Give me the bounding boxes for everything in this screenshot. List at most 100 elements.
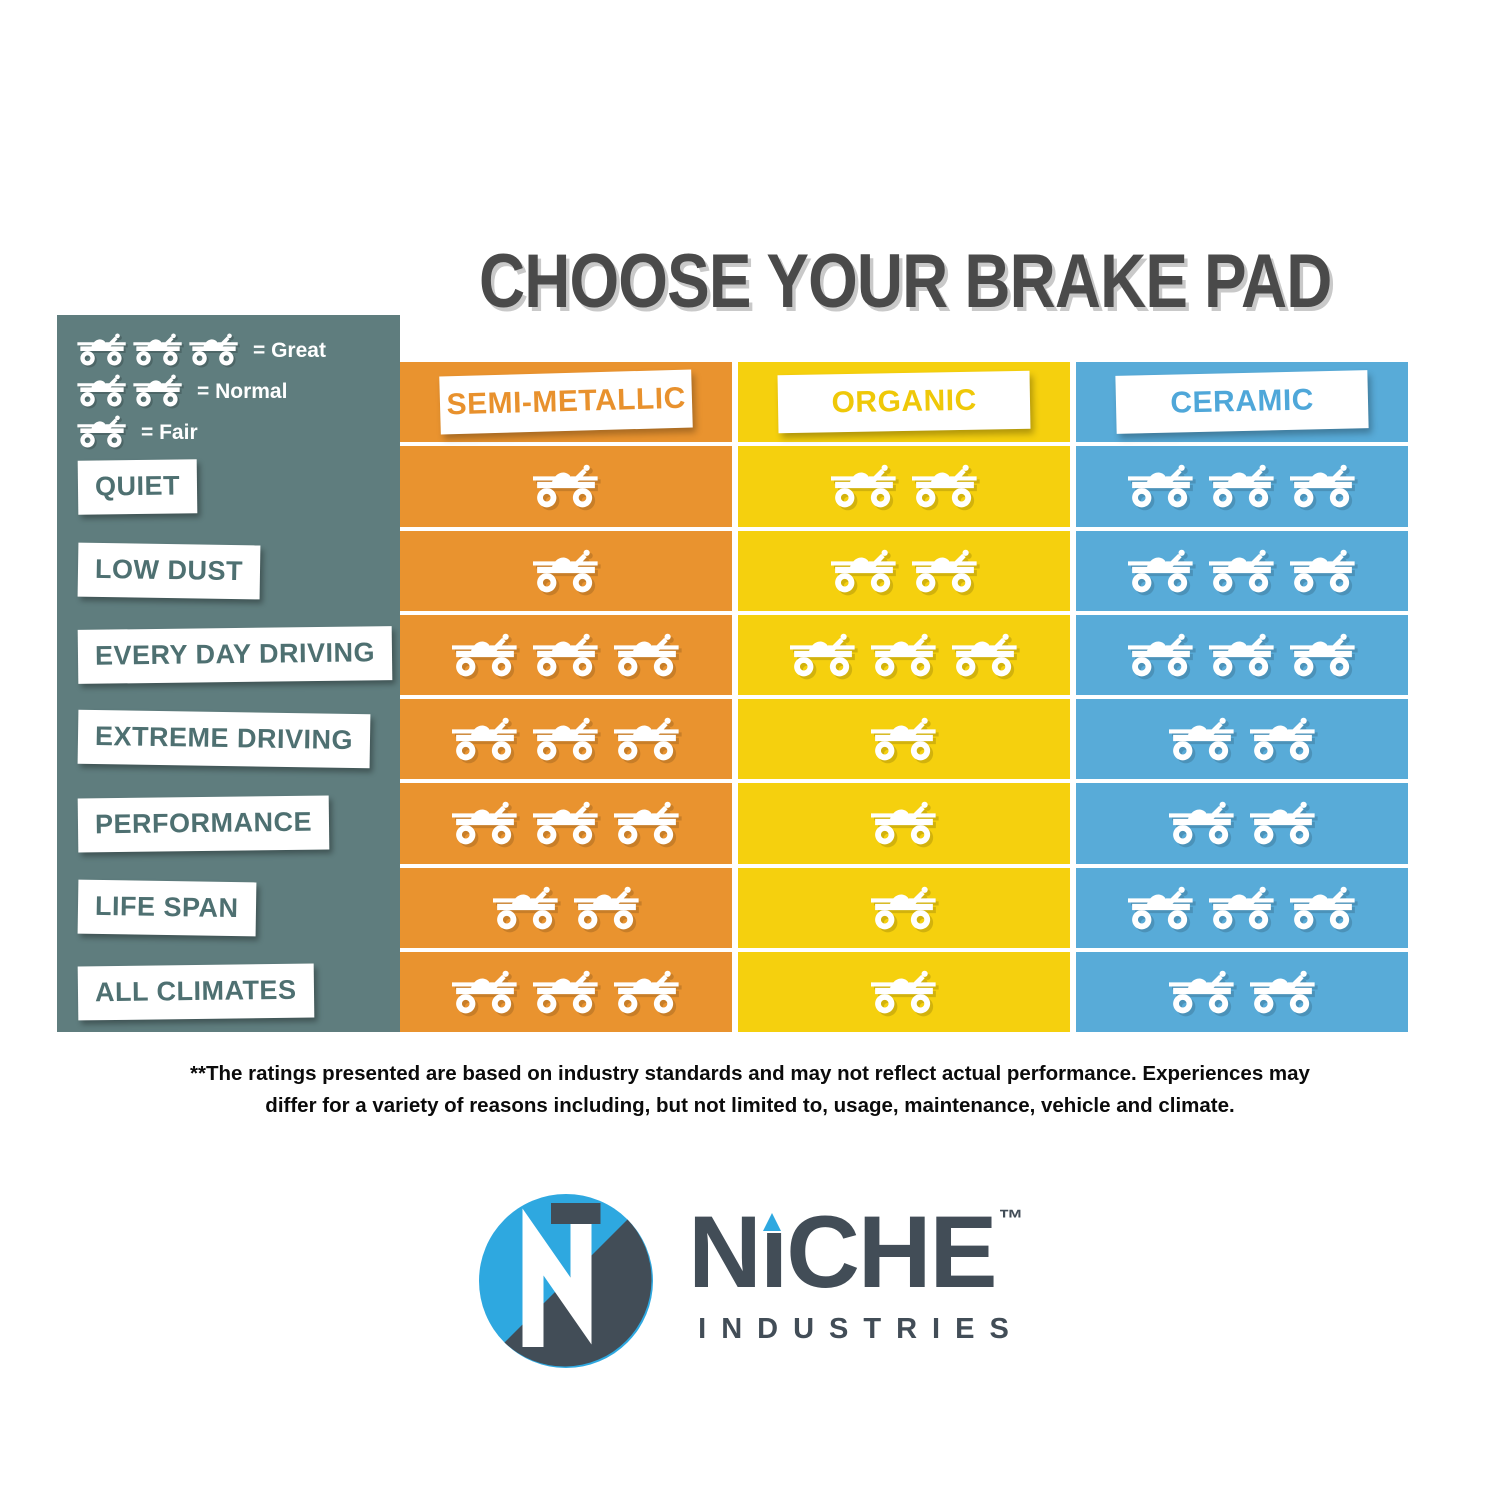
row-label-box: PERFORMANCE bbox=[77, 795, 330, 853]
column-header-box: CERAMIC bbox=[1115, 370, 1369, 434]
atv-rating-icon bbox=[790, 633, 856, 677]
legend-item-great: = Great bbox=[77, 333, 400, 366]
atv-rating-icon bbox=[912, 549, 978, 593]
atv-rating-icon bbox=[831, 549, 897, 593]
atv-rating-icon bbox=[493, 886, 559, 930]
atv-rating-icon bbox=[574, 886, 640, 930]
atv-rating-icon bbox=[871, 801, 937, 845]
rating-cell-quiet-semi-metallic bbox=[400, 446, 732, 527]
atv-rating-icon bbox=[1209, 633, 1275, 677]
atv-rating-icon bbox=[533, 633, 599, 677]
niche-logo-icon bbox=[479, 1194, 654, 1368]
atv-rating-icon bbox=[1250, 717, 1316, 761]
atv-rating-icon bbox=[533, 801, 599, 845]
row-labels: QUIET LOW DUST EVERY DAY DRIVING EXTREME DR… bbox=[57, 447, 400, 1032]
legend-sidebar: = Great = Normal = Fair QUIET LOW DUST EVERY… bbox=[57, 315, 400, 1032]
atv-rating-icon bbox=[77, 415, 127, 448]
rating-cell-life-span-organic bbox=[738, 867, 1070, 948]
row-label-low-dust: LOW DUST bbox=[57, 531, 400, 611]
row-label-text: LOW DUST bbox=[94, 554, 244, 587]
atv-rating-icon bbox=[1290, 464, 1356, 508]
atv-rating-icon bbox=[952, 633, 1018, 677]
rating-cell-extreme-driving-ceramic bbox=[1076, 699, 1408, 780]
column-header-semi-metallic: SEMI-METALLIC bbox=[400, 362, 732, 443]
row-label-box: QUIET bbox=[77, 459, 198, 515]
atv-rating-icon bbox=[452, 970, 518, 1014]
atv-rating-icon bbox=[1209, 886, 1275, 930]
atv-rating-icon bbox=[1290, 549, 1356, 593]
legend-item-normal: = Normal bbox=[77, 374, 400, 407]
atv-rating-icon bbox=[133, 374, 183, 407]
column-header-ceramic: CERAMIC bbox=[1076, 362, 1408, 443]
rating-cell-extreme-driving-semi-metallic bbox=[400, 699, 732, 780]
logo-trademark: ™ bbox=[998, 1205, 1024, 1233]
atv-rating-icon bbox=[614, 717, 680, 761]
disclaimer-text: **The ratings presented are based on ind… bbox=[190, 1062, 1310, 1117]
atv-rating-icon bbox=[533, 549, 599, 593]
rating-cell-all-climates-organic bbox=[738, 951, 1070, 1032]
rating-cell-life-span-semi-metallic bbox=[400, 867, 732, 948]
rating-cell-quiet-organic bbox=[738, 446, 1070, 527]
atv-rating-icon bbox=[1290, 886, 1356, 930]
row-label-text: EVERY DAY DRIVING bbox=[94, 637, 376, 672]
row-label-performance: PERFORMANCE bbox=[57, 784, 400, 864]
rating-cell-life-span-ceramic bbox=[1076, 867, 1408, 948]
atv-rating-icon bbox=[1128, 464, 1194, 508]
atv-rating-icon bbox=[77, 333, 127, 366]
atv-rating-icon bbox=[871, 970, 937, 1014]
atv-rating-icon bbox=[1169, 970, 1235, 1014]
atv-rating-icon bbox=[452, 801, 518, 845]
legend-item-fair: = Fair bbox=[77, 415, 400, 448]
atv-rating-icon bbox=[831, 464, 897, 508]
row-label-text: ALL CLIMATES bbox=[94, 974, 297, 1008]
logo-brand-che: CHE bbox=[786, 1195, 997, 1309]
atv-rating-icon bbox=[1128, 886, 1194, 930]
atv-rating-icon bbox=[452, 633, 518, 677]
legend-item-label: = Great bbox=[253, 339, 326, 362]
rating-cell-low-dust-semi-metallic bbox=[400, 530, 732, 611]
rating-cell-every-day-driving-ceramic bbox=[1076, 614, 1408, 695]
rating-cell-every-day-driving-semi-metallic bbox=[400, 614, 732, 695]
legend-item-label: = Normal bbox=[197, 380, 288, 403]
column-semi-metallic: SEMI-METALLIC bbox=[400, 362, 732, 1032]
column-header-box: SEMI-METALLIC bbox=[439, 369, 693, 435]
rating-cell-quiet-ceramic bbox=[1076, 446, 1408, 527]
comparison-table: SEMI-METALLIC ORGANIC CERAMIC bbox=[400, 362, 1408, 1032]
page-title: CHOOSE YOUR BRAKE PAD bbox=[478, 239, 1332, 324]
logo-brand-i: ı bbox=[759, 1195, 788, 1309]
atv-rating-icon bbox=[1250, 970, 1316, 1014]
atv-rating-icon bbox=[77, 374, 127, 407]
logo-industries-text: INDUSTRIES bbox=[698, 1313, 1024, 1346]
atv-rating-icon bbox=[614, 970, 680, 1014]
logo-i-triangle-icon bbox=[762, 1213, 781, 1231]
atv-rating-icon bbox=[871, 886, 937, 930]
row-label-all-climates: ALL CLIMATES bbox=[57, 952, 400, 1032]
column-header-box: ORGANIC bbox=[777, 370, 1031, 434]
atv-rating-icon bbox=[614, 801, 680, 845]
column-header-text: ORGANIC bbox=[831, 383, 977, 420]
atv-rating-icon bbox=[1128, 633, 1194, 677]
atv-rating-icon bbox=[614, 633, 680, 677]
atv-rating-icon bbox=[533, 464, 599, 508]
rating-cell-low-dust-organic bbox=[738, 530, 1070, 611]
logo-n-flag bbox=[551, 1203, 601, 1224]
row-label-extreme-driving: EXTREME DRIVING bbox=[57, 699, 400, 779]
rating-cell-low-dust-ceramic bbox=[1076, 530, 1408, 611]
rating-cell-all-climates-semi-metallic bbox=[400, 951, 732, 1032]
atv-rating-icon bbox=[1209, 549, 1275, 593]
row-label-quiet: QUIET bbox=[57, 447, 400, 527]
column-header-text: CERAMIC bbox=[1169, 383, 1315, 420]
row-label-box: ALL CLIMATES bbox=[77, 963, 314, 1021]
row-label-life-span: LIFE SPAN bbox=[57, 868, 400, 948]
disclaimer-section: **The ratings presented are based on ind… bbox=[0, 1058, 1500, 1122]
row-label-text: PERFORMANCE bbox=[94, 806, 313, 839]
atv-rating-icon bbox=[1250, 801, 1316, 845]
atv-rating-icon bbox=[871, 717, 937, 761]
atv-rating-icon bbox=[133, 333, 183, 366]
column-header-organic: ORGANIC bbox=[738, 362, 1070, 443]
atv-rating-icon bbox=[1169, 801, 1235, 845]
logo-n-monogram bbox=[522, 1208, 592, 1347]
